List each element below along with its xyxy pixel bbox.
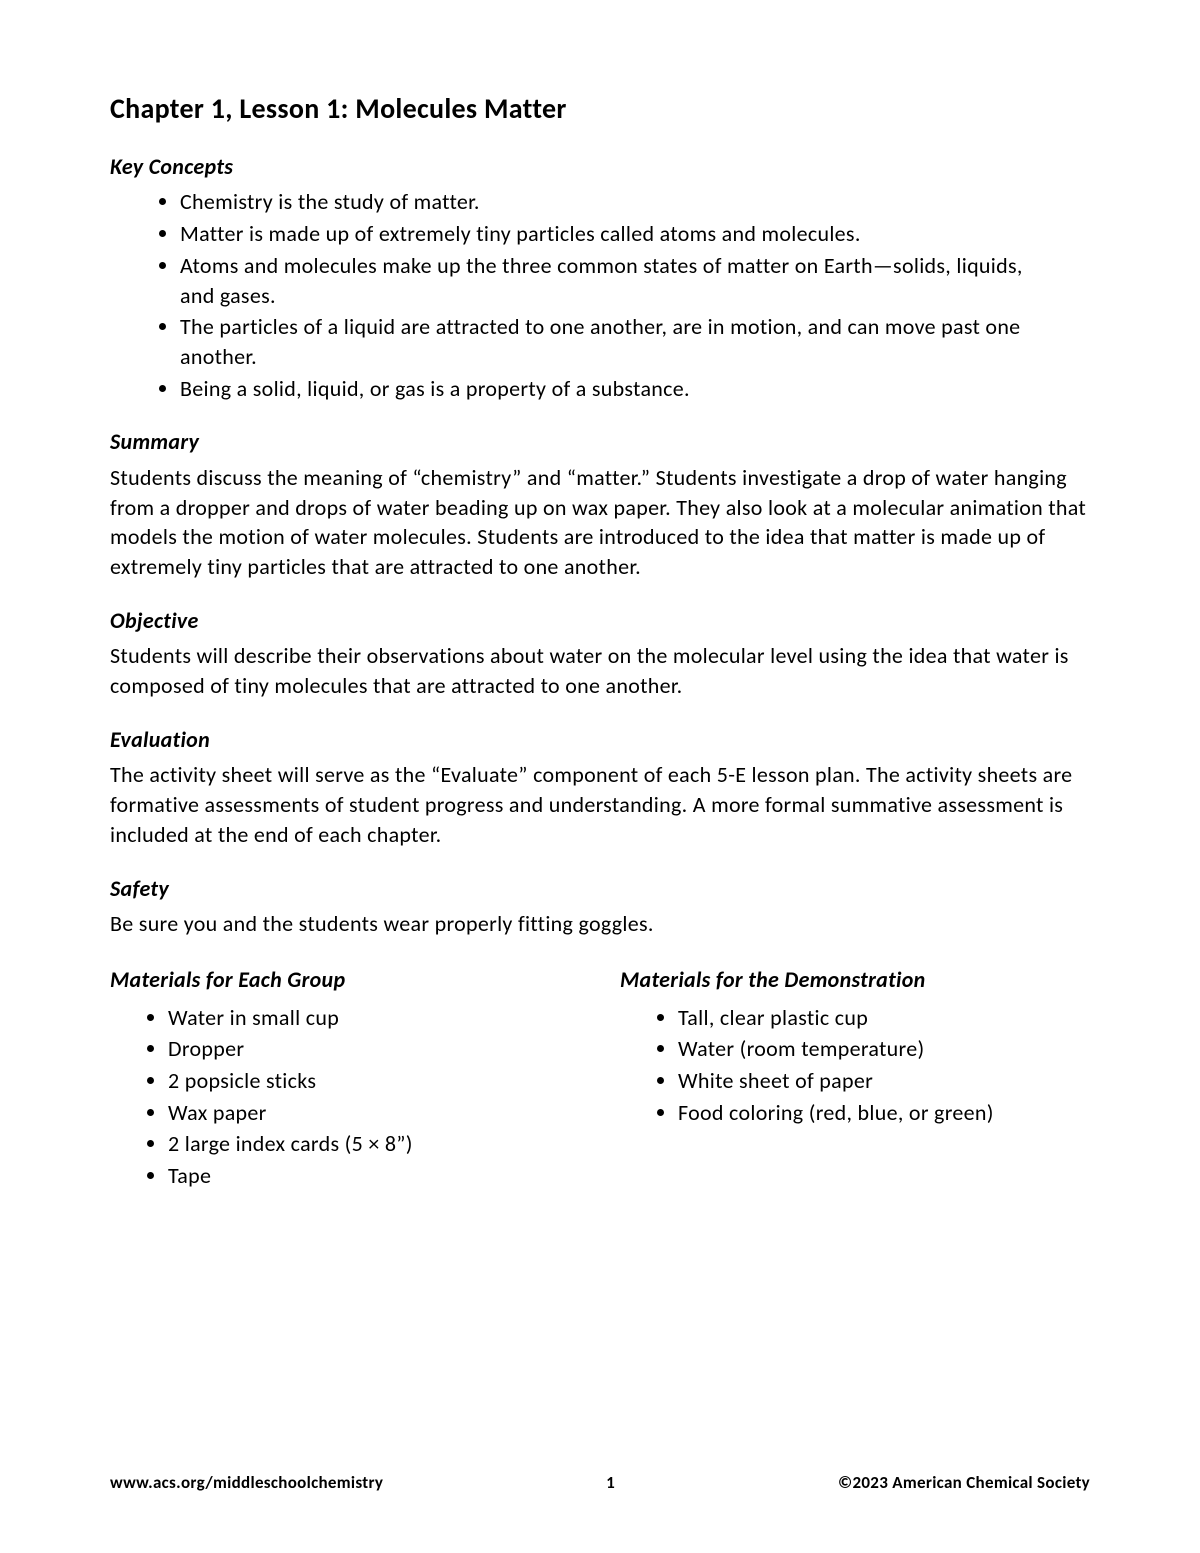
section-heading-objective: Objective xyxy=(110,606,1090,636)
section-heading-materials-demo: Materials for the Demonstration xyxy=(620,965,1090,995)
section-heading-evaluation: Evaluation xyxy=(110,725,1090,755)
materials-group-list: Water in small cup Dropper 2 popsicle st… xyxy=(110,1003,580,1191)
key-concepts-list: Chemistry is the study of matter. Matter… xyxy=(110,187,1090,403)
materials-columns: Materials for Each Group Water in small … xyxy=(110,965,1090,1195)
list-item: Tall, clear plastic cup xyxy=(678,1003,1090,1033)
safety-text: Be sure you and the students wear proper… xyxy=(110,909,1090,939)
list-item: Food coloring (red, blue, or green) xyxy=(678,1098,1090,1128)
list-item: Dropper xyxy=(168,1034,580,1064)
list-item: Water (room temperature) xyxy=(678,1034,1090,1064)
list-item: Being a solid, liquid, or gas is a prope… xyxy=(180,374,1090,404)
summary-text: Students discuss the meaning of “chemist… xyxy=(110,463,1090,582)
materials-demo-column: Materials for the Demonstration Tall, cl… xyxy=(620,965,1090,1195)
list-item: Wax paper xyxy=(168,1098,580,1128)
footer-copyright: ©2023 American Chemical Society xyxy=(838,1472,1090,1495)
section-heading-summary: Summary xyxy=(110,427,1090,457)
list-item: Chemistry is the study of matter. xyxy=(180,187,1090,217)
list-item: Atoms and molecules make up the three co… xyxy=(180,251,1090,310)
section-heading-key-concepts: Key Concepts xyxy=(110,152,1090,182)
materials-demo-list: Tall, clear plastic cup Water (room temp… xyxy=(620,1003,1090,1128)
evaluation-text: The activity sheet will serve as the “Ev… xyxy=(110,760,1090,849)
list-item: 2 large index cards (5 × 8”) xyxy=(168,1129,580,1159)
list-item: Water in small cup xyxy=(168,1003,580,1033)
list-item: Matter is made up of extremely tiny part… xyxy=(180,219,1090,249)
list-item: White sheet of paper xyxy=(678,1066,1090,1096)
section-heading-materials-group: Materials for Each Group xyxy=(110,965,580,995)
page-title: Chapter 1, Lesson 1: Molecules Matter xyxy=(110,90,1090,128)
page-footer: www.acs.org/middleschoolchemistry 1 ©202… xyxy=(110,1472,1090,1495)
objective-text: Students will describe their observation… xyxy=(110,641,1090,700)
list-item: The particles of a liquid are attracted … xyxy=(180,312,1090,371)
footer-url: www.acs.org/middleschoolchemistry xyxy=(110,1472,383,1495)
materials-group-column: Materials for Each Group Water in small … xyxy=(110,965,580,1195)
section-heading-safety: Safety xyxy=(110,874,1090,904)
list-item: 2 popsicle sticks xyxy=(168,1066,580,1096)
list-item: Tape xyxy=(168,1161,580,1191)
footer-page-number: 1 xyxy=(383,1472,838,1495)
